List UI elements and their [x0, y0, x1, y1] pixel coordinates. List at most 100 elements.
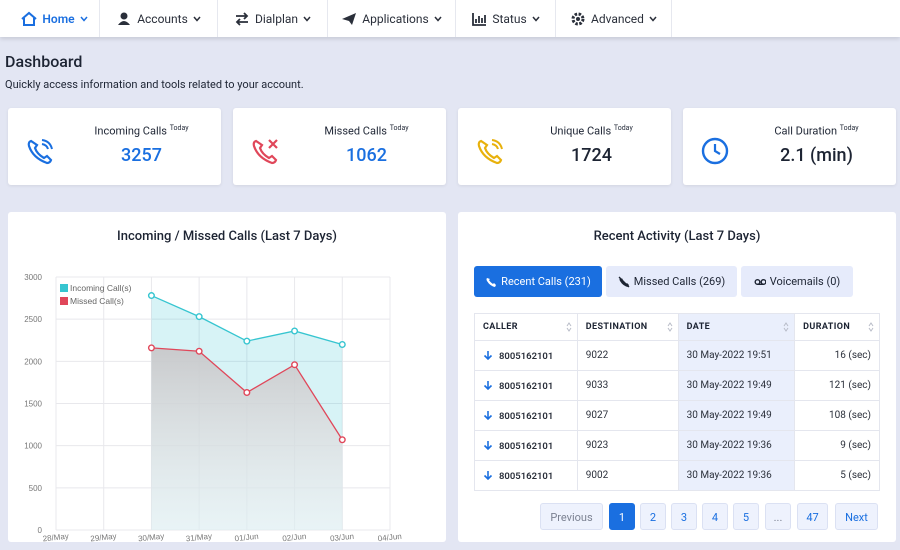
nav-item[interactable]: Status [456, 0, 556, 37]
nav-label: Advanced [591, 11, 644, 26]
tab[interactable]: Voicemails (0) [741, 266, 853, 297]
column-header[interactable]: CALLER [474, 313, 578, 341]
icon [434, 16, 442, 22]
chart-panel: Incoming / Missed Calls (Last 7 Days) 0 5… [8, 212, 446, 542]
column-label: CALLER [483, 322, 518, 332]
x-tick-label: 30/May [138, 532, 165, 542]
activity-title: Recent Activity (Last 7 Days) [593, 229, 761, 244]
y-tick-label: 500 [29, 484, 43, 493]
nav-item[interactable]: Applications [328, 0, 456, 37]
icon [21, 11, 38, 26]
icon [483, 380, 493, 390]
table-cell: 121 (sec) [794, 370, 880, 401]
column-header[interactable]: DESTINATION [576, 313, 679, 341]
stat-label-text: Incoming Calls [94, 124, 167, 138]
icon [486, 277, 497, 287]
y-tick-label: 2500 [24, 315, 42, 324]
data-point [291, 327, 299, 335]
stat-card: Unique Calls Today 1724 [458, 108, 671, 185]
icon [649, 16, 657, 22]
page-button[interactable]: 5 [733, 503, 759, 530]
table-row: 8005162101 9022 30 May-2022 19:51 16 (sec) [474, 340, 880, 371]
stat-label: Call Duration Today [753, 124, 880, 138]
table-cell: 9033 [576, 370, 679, 401]
cell-text: 8005162101 [499, 410, 554, 422]
stat-card: Missed Calls Today 1062 [233, 108, 446, 185]
chart: 0 500 1000 1500 2000 2500 3000 28/May 29/May 30/M… [24, 273, 402, 542]
stat-card: Call Duration Today 2.1 (min) [683, 108, 896, 185]
table-cell: 9022 [576, 340, 679, 371]
tab-label: Missed Calls (269) [633, 275, 726, 288]
page-button[interactable]: 3 [671, 503, 697, 530]
page-button[interactable]: Next [835, 503, 878, 530]
icon [868, 322, 874, 332]
data-point [195, 313, 203, 321]
x-tick-label: 04/Jun [377, 532, 402, 542]
nav-item[interactable]: Advanced [556, 0, 672, 37]
icon [618, 276, 630, 287]
data-point [243, 337, 251, 345]
cell-text: 30 May-2022 19:51 [686, 350, 772, 361]
data-point [147, 292, 155, 300]
icon [118, 12, 131, 25]
table-cell: 8005162101 [474, 460, 578, 491]
cell-text: 8005162101 [499, 380, 554, 392]
table-cell: 8005162101 [474, 370, 578, 401]
column-label: DESTINATION [585, 322, 648, 332]
table-cell: 16 (sec) [794, 340, 880, 371]
icon [80, 16, 88, 22]
stat-card: Incoming Calls Today 3257 [8, 108, 221, 185]
stat-value: 3257 [121, 145, 162, 166]
tab[interactable]: Recent Calls (231) [474, 266, 602, 297]
nav-item[interactable]: Accounts [100, 0, 218, 37]
stat-label-text: Unique Calls [550, 124, 612, 138]
cell-text: 121 (sec) [829, 380, 871, 391]
data-point [291, 361, 299, 369]
y-tick-label: 1500 [24, 400, 42, 409]
tab[interactable]: Missed Calls (269) [606, 266, 737, 297]
activity-table: CALLER DESTINATION DATE DURATION 8005162101 9… [474, 313, 880, 491]
nav-item[interactable]: Dialplan [218, 0, 328, 37]
nav-label: Accounts [137, 11, 188, 26]
table-cell: 30 May-2022 19:49 [677, 370, 796, 401]
page-button[interactable]: 4 [702, 503, 728, 530]
table-row: 8005162101 9002 30 May-2022 19:36 5 (sec) [474, 460, 880, 491]
nav-label: Applications [362, 11, 429, 26]
stat-label-text: Call Duration [774, 124, 838, 138]
nav-item[interactable]: Home [10, 0, 100, 37]
column-header[interactable]: DURATION [794, 313, 880, 341]
page-button[interactable]: 47 [797, 503, 828, 530]
cell-text: 9023 [585, 440, 609, 451]
column-label: DURATION [803, 322, 851, 332]
icon [783, 322, 789, 332]
legend-swatch [60, 297, 68, 305]
activity-panel: Recent Activity (Last 7 Days) Recent Cal… [458, 212, 896, 542]
table-cell: 30 May-2022 19:36 [677, 460, 796, 491]
cell-text: 8005162101 [499, 350, 554, 362]
table-cell: 30 May-2022 19:49 [677, 400, 796, 431]
page-button[interactable]: 2 [640, 503, 666, 530]
page-subtitle: Quickly access information and tools rel… [5, 78, 304, 91]
page-button[interactable]: Previous [540, 503, 603, 530]
icon [27, 139, 53, 165]
cell-text: 8005162101 [499, 470, 554, 482]
icon [483, 410, 493, 420]
column-label: DATE [686, 322, 711, 332]
y-tick-label: 3000 [24, 273, 42, 282]
table-row: 8005162101 9033 30 May-2022 19:49 121 (sec) [474, 370, 880, 401]
stat-sup: Today [839, 124, 859, 132]
cell-text: 30 May-2022 19:36 [686, 440, 772, 451]
nav-label: Dialplan [254, 11, 299, 26]
y-tick-label: 0 [38, 526, 43, 535]
stat-label-text: Missed Calls [324, 124, 387, 138]
cell-text: 8005162101 [499, 440, 554, 452]
page-button[interactable]: ... [765, 503, 791, 530]
column-header[interactable]: DATE [677, 313, 796, 341]
table-cell: 30 May-2022 19:36 [677, 430, 796, 461]
page-button[interactable]: 1 [609, 503, 635, 530]
stat-sup: Today [169, 124, 189, 132]
table-cell: 9002 [576, 460, 679, 491]
icon [566, 322, 572, 332]
stat-sup: Today [389, 124, 409, 132]
